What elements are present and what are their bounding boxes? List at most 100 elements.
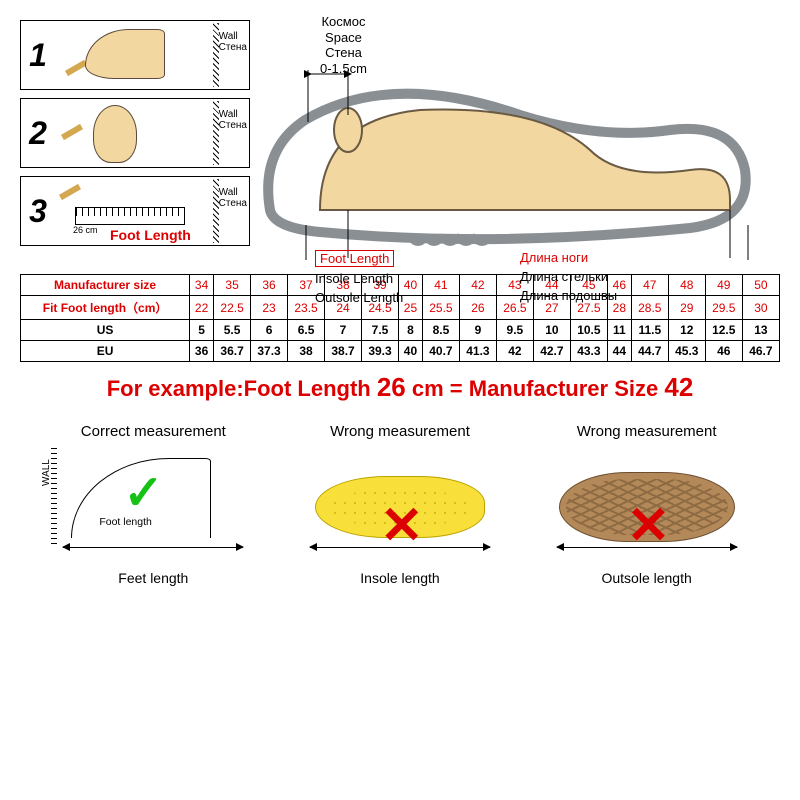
header-manufacturer: Manufacturer size <box>21 275 190 296</box>
size-cell: 38 <box>288 341 325 362</box>
dimension-arrow <box>310 547 490 548</box>
length-labels-right: Длина ноги Длина стельки Длина подошвы <box>520 250 617 307</box>
size-cell: 28.5 <box>631 296 668 320</box>
size-cell: 5 <box>190 320 214 341</box>
size-cell: 7.5 <box>362 320 399 341</box>
size-cell: 42 <box>496 341 533 362</box>
measurement-steps: 1 Wall Стена 2 Wall Стена <box>20 20 250 254</box>
size-cell: 29.5 <box>705 296 742 320</box>
length-labels-left: Foot Length Insole Length Outsole Length <box>315 250 403 309</box>
checkmark-icon: ✓ <box>123 465 163 521</box>
size-cell: 41 <box>422 275 459 296</box>
correct-title: Correct measurement <box>43 423 263 440</box>
example-text: For example:Foot Length 26 cm = Manufact… <box>0 372 800 403</box>
size-cell: 6.5 <box>288 320 325 341</box>
size-cell: 49 <box>705 275 742 296</box>
wall-label: Wall Стена <box>219 187 247 209</box>
wrong-measurement-insole: Wrong measurement ✕ Insole length <box>290 423 510 586</box>
insole-length-caption: Insole length <box>290 570 510 586</box>
pencil-icon <box>61 124 83 140</box>
size-cell: 48 <box>668 275 705 296</box>
measurement-comparison: Correct measurement WALL Foot length ✓ F… <box>0 423 800 606</box>
size-cell: 46.7 <box>742 341 779 362</box>
foot-length-ru: Длина ноги <box>520 250 617 265</box>
wrong-title: Wrong measurement <box>290 423 510 440</box>
size-cell: 46 <box>705 341 742 362</box>
foot-side-icon <box>85 29 165 79</box>
feet-length-caption: Feet length <box>43 570 263 586</box>
step-2: 2 Wall Стена <box>20 98 250 168</box>
size-cell: 7 <box>325 320 362 341</box>
outsole-length-caption: Outsole length <box>537 570 757 586</box>
shoe-diagram: Космос Space Стена 0-1.5cm <box>250 20 780 254</box>
wrong-measurement-outsole: Wrong measurement ✕ Outsole length <box>537 423 757 586</box>
size-cell: 37.3 <box>251 341 288 362</box>
size-cell: 10 <box>533 320 570 341</box>
size-cell: 40 <box>399 341 423 362</box>
size-cell: 43.3 <box>570 341 607 362</box>
size-cell: 11 <box>607 320 631 341</box>
size-cell: 9.5 <box>496 320 533 341</box>
wall-icon <box>51 446 57 544</box>
dimension-arrow <box>557 547 737 548</box>
ruler-icon <box>75 207 185 225</box>
step-3: 3 26 cm Foot Length Wall Стена <box>20 176 250 246</box>
header-foot-length: Fit Foot length（cm） <box>21 296 190 320</box>
size-cell: 42 <box>459 275 496 296</box>
row-us: US 55.566.577.588.599.51010.51111.51212.… <box>21 320 780 341</box>
size-cell: 6 <box>251 320 288 341</box>
size-cell: 29 <box>668 296 705 320</box>
size-cell: 22.5 <box>214 296 251 320</box>
step-1: 1 Wall Стена <box>20 20 250 90</box>
size-cell: 38.7 <box>325 341 362 362</box>
size-cell: 36 <box>251 275 288 296</box>
header-us: US <box>21 320 190 341</box>
header-eu: EU <box>21 341 190 362</box>
size-cell: 8 <box>399 320 423 341</box>
ruler-reading: 26 cm <box>73 225 98 235</box>
size-cell: 23 <box>251 296 288 320</box>
size-cell: 41.3 <box>459 341 496 362</box>
foot-length-label: Foot Length <box>110 227 191 243</box>
size-cell: 5.5 <box>214 320 251 341</box>
pencil-icon <box>65 60 87 76</box>
foot-top-icon <box>93 105 137 163</box>
size-cell: 36.7 <box>214 341 251 362</box>
dimension-arrow <box>63 547 243 548</box>
size-cell: 40.7 <box>422 341 459 362</box>
size-cell: 30 <box>742 296 779 320</box>
outsole-length-ru: Длина подошвы <box>520 288 617 303</box>
row-eu: EU 3636.737.33838.739.34040.741.34242.74… <box>21 341 780 362</box>
size-cell: 12 <box>668 320 705 341</box>
size-cell: 47 <box>631 275 668 296</box>
pencil-icon <box>59 184 81 200</box>
size-cell: 13 <box>742 320 779 341</box>
size-cell: 50 <box>742 275 779 296</box>
size-cell: 8.5 <box>422 320 459 341</box>
size-cell: 42.7 <box>533 341 570 362</box>
wall-text: WALL <box>41 459 52 486</box>
size-cell: 36 <box>190 341 214 362</box>
size-cell: 44.7 <box>631 341 668 362</box>
step-number: 3 <box>21 193 55 230</box>
size-cell: 11.5 <box>631 320 668 341</box>
insole-length-label: Insole Length <box>315 271 403 286</box>
foot-length-box: Foot Length <box>315 250 394 267</box>
size-cell: 26 <box>459 296 496 320</box>
size-cell: 25.5 <box>422 296 459 320</box>
insole-length-ru: Длина стельки <box>520 269 617 284</box>
outsole-length-label: Outsole Length <box>315 290 403 305</box>
size-cell: 45.3 <box>668 341 705 362</box>
size-cell: 12.5 <box>705 320 742 341</box>
size-cell: 22 <box>190 296 214 320</box>
shoe-outline-svg <box>260 60 760 260</box>
wall-label: Wall Стена <box>219 109 247 131</box>
step-number: 1 <box>21 37 55 74</box>
size-cell: 39.3 <box>362 341 399 362</box>
size-cell: 34 <box>190 275 214 296</box>
correct-measurement: Correct measurement WALL Foot length ✓ F… <box>43 423 263 586</box>
wall-label: Wall Стена <box>219 31 247 53</box>
step-number: 2 <box>21 115 55 152</box>
size-cell: 44 <box>607 341 631 362</box>
size-cell: 10.5 <box>570 320 607 341</box>
